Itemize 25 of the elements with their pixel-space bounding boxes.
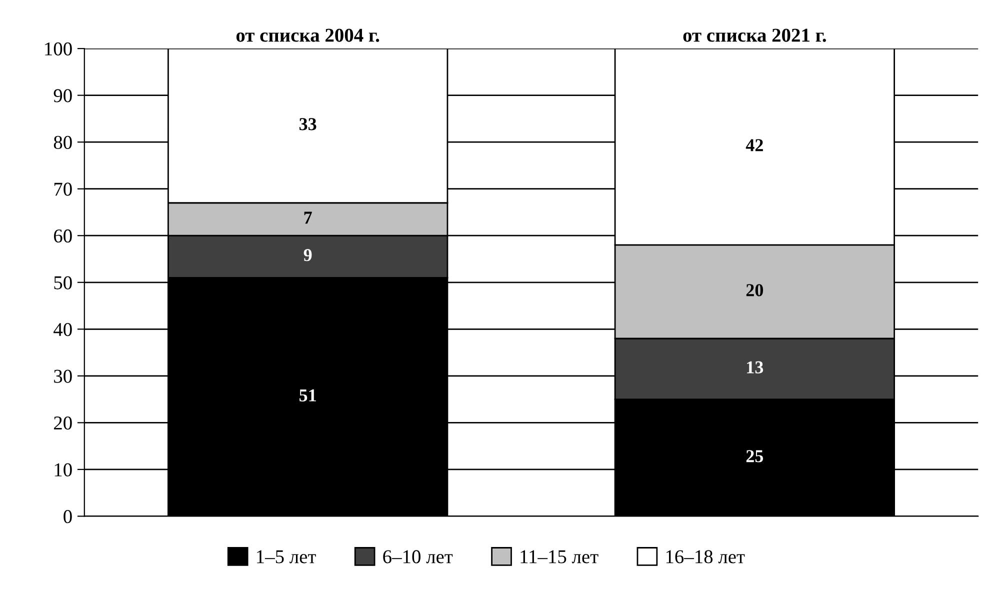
- data-label: 25: [746, 450, 764, 462]
- data-label: 7: [304, 212, 312, 224]
- data-label: 13: [747, 361, 764, 374]
- data-label: 42: [746, 139, 763, 152]
- y-tick-label: 20: [54, 416, 72, 430]
- y-tick-label: 0: [64, 510, 72, 524]
- data-label: 20: [746, 284, 764, 296]
- y-tick-label: 30: [54, 370, 72, 383]
- data-label: 9: [304, 249, 312, 262]
- y-tick-label: 60: [54, 229, 72, 243]
- y-tick-label: 40: [54, 322, 72, 336]
- legend-label: 1–5 лет: [257, 550, 316, 564]
- y-tick-label: 100: [45, 42, 72, 56]
- data-label: 33: [299, 118, 316, 130]
- legend-label: 11–15 лет: [520, 550, 598, 564]
- y-tick-label: 80: [54, 136, 72, 150]
- x-tick-label: от списка 2004 г.: [236, 28, 380, 42]
- y-tick-label: 10: [54, 463, 72, 476]
- legend-label: 16–18 лет: [666, 550, 745, 564]
- legend-label: 6–10 лет: [383, 550, 453, 564]
- x-tick-label: от списка 2021 г.: [683, 28, 826, 42]
- y-tick-label: 90: [54, 89, 72, 102]
- y-tick-label: 70: [54, 182, 72, 196]
- y-tick-label: 50: [54, 276, 72, 290]
- data-label: 51: [300, 389, 316, 402]
